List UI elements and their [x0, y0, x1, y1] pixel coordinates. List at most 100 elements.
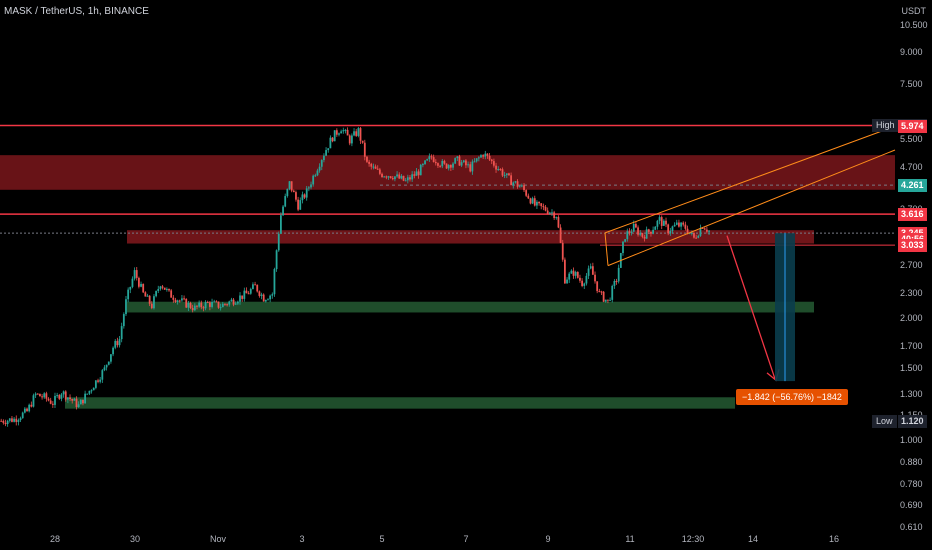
x-tick-label: 16 [828, 534, 840, 544]
candle [430, 156, 433, 158]
candle [421, 164, 424, 166]
candle [632, 223, 635, 232]
candle [193, 305, 196, 311]
candle [662, 220, 665, 226]
candle [103, 367, 106, 371]
price-badge: 5.974 [898, 119, 927, 133]
candle [69, 397, 71, 400]
candle [213, 301, 216, 303]
candle [305, 188, 308, 198]
candle [613, 280, 616, 286]
candle [378, 169, 381, 174]
candle [501, 169, 504, 176]
candle [622, 241, 624, 254]
candle [363, 142, 366, 157]
candle [148, 295, 151, 304]
candle [262, 294, 265, 302]
candlestick-series [0, 126, 710, 427]
candle [97, 380, 99, 382]
candle [279, 215, 282, 234]
y-tick-label: 2.000 [900, 312, 923, 323]
candle [654, 226, 657, 230]
candle [688, 233, 691, 235]
candle [697, 235, 700, 238]
candle [230, 299, 233, 302]
candle [645, 229, 648, 239]
channel-edge [604, 232, 609, 266]
candle [329, 137, 332, 149]
candle [572, 270, 575, 276]
candle [183, 298, 185, 300]
candle [607, 299, 609, 301]
candle [529, 198, 532, 204]
candle [335, 130, 338, 135]
candle [23, 408, 26, 413]
candle [566, 279, 568, 284]
candle [286, 188, 289, 197]
candle [105, 364, 108, 368]
candle [576, 271, 579, 278]
candle [181, 298, 183, 301]
candle [555, 217, 558, 219]
candle [520, 185, 523, 187]
candle [512, 182, 515, 186]
candle [381, 173, 383, 178]
candle [402, 175, 405, 181]
candle [110, 354, 112, 362]
candle [66, 397, 69, 400]
candle [198, 302, 201, 307]
candle [295, 192, 297, 200]
candle [684, 224, 687, 229]
candle [695, 237, 698, 239]
candle [505, 173, 508, 176]
candle [579, 277, 581, 281]
candle [312, 175, 315, 185]
y-tick-label: 4.700 [900, 161, 923, 172]
candle [301, 194, 304, 201]
candle [340, 131, 343, 134]
candle [161, 286, 164, 288]
candle [178, 300, 181, 302]
candle [437, 163, 439, 166]
y-tick-label: 0.880 [900, 457, 923, 468]
candle [49, 400, 52, 404]
candle [703, 228, 706, 230]
candle [150, 303, 153, 309]
candle [499, 168, 502, 170]
candle [600, 291, 603, 293]
candle [254, 284, 256, 286]
candle [400, 175, 403, 179]
candle [467, 164, 469, 166]
candle [591, 266, 594, 275]
candle [219, 307, 222, 309]
candle [77, 404, 80, 408]
candle [557, 217, 560, 228]
candle [75, 398, 78, 408]
candle [45, 393, 48, 399]
price-badge: 3.033 [898, 239, 927, 253]
candle [581, 280, 584, 286]
candle [452, 163, 454, 168]
y-tick-label: 10.500 [900, 20, 928, 31]
y-tick-label: 1.500 [900, 363, 923, 374]
candle [514, 181, 517, 183]
candle [327, 148, 330, 151]
candle [116, 340, 119, 346]
candle [391, 178, 394, 180]
channel-bottom [607, 149, 896, 267]
candle [699, 228, 702, 236]
candle [318, 166, 321, 171]
candle [92, 387, 95, 391]
support-zone-2 [65, 397, 735, 409]
candle [406, 177, 409, 181]
candle [140, 283, 142, 287]
candle [101, 370, 104, 380]
candle [174, 299, 177, 302]
candle [387, 176, 390, 178]
candle [64, 391, 67, 400]
candle [258, 291, 261, 296]
candle [693, 232, 695, 238]
candle [236, 301, 239, 304]
candle [153, 296, 155, 309]
